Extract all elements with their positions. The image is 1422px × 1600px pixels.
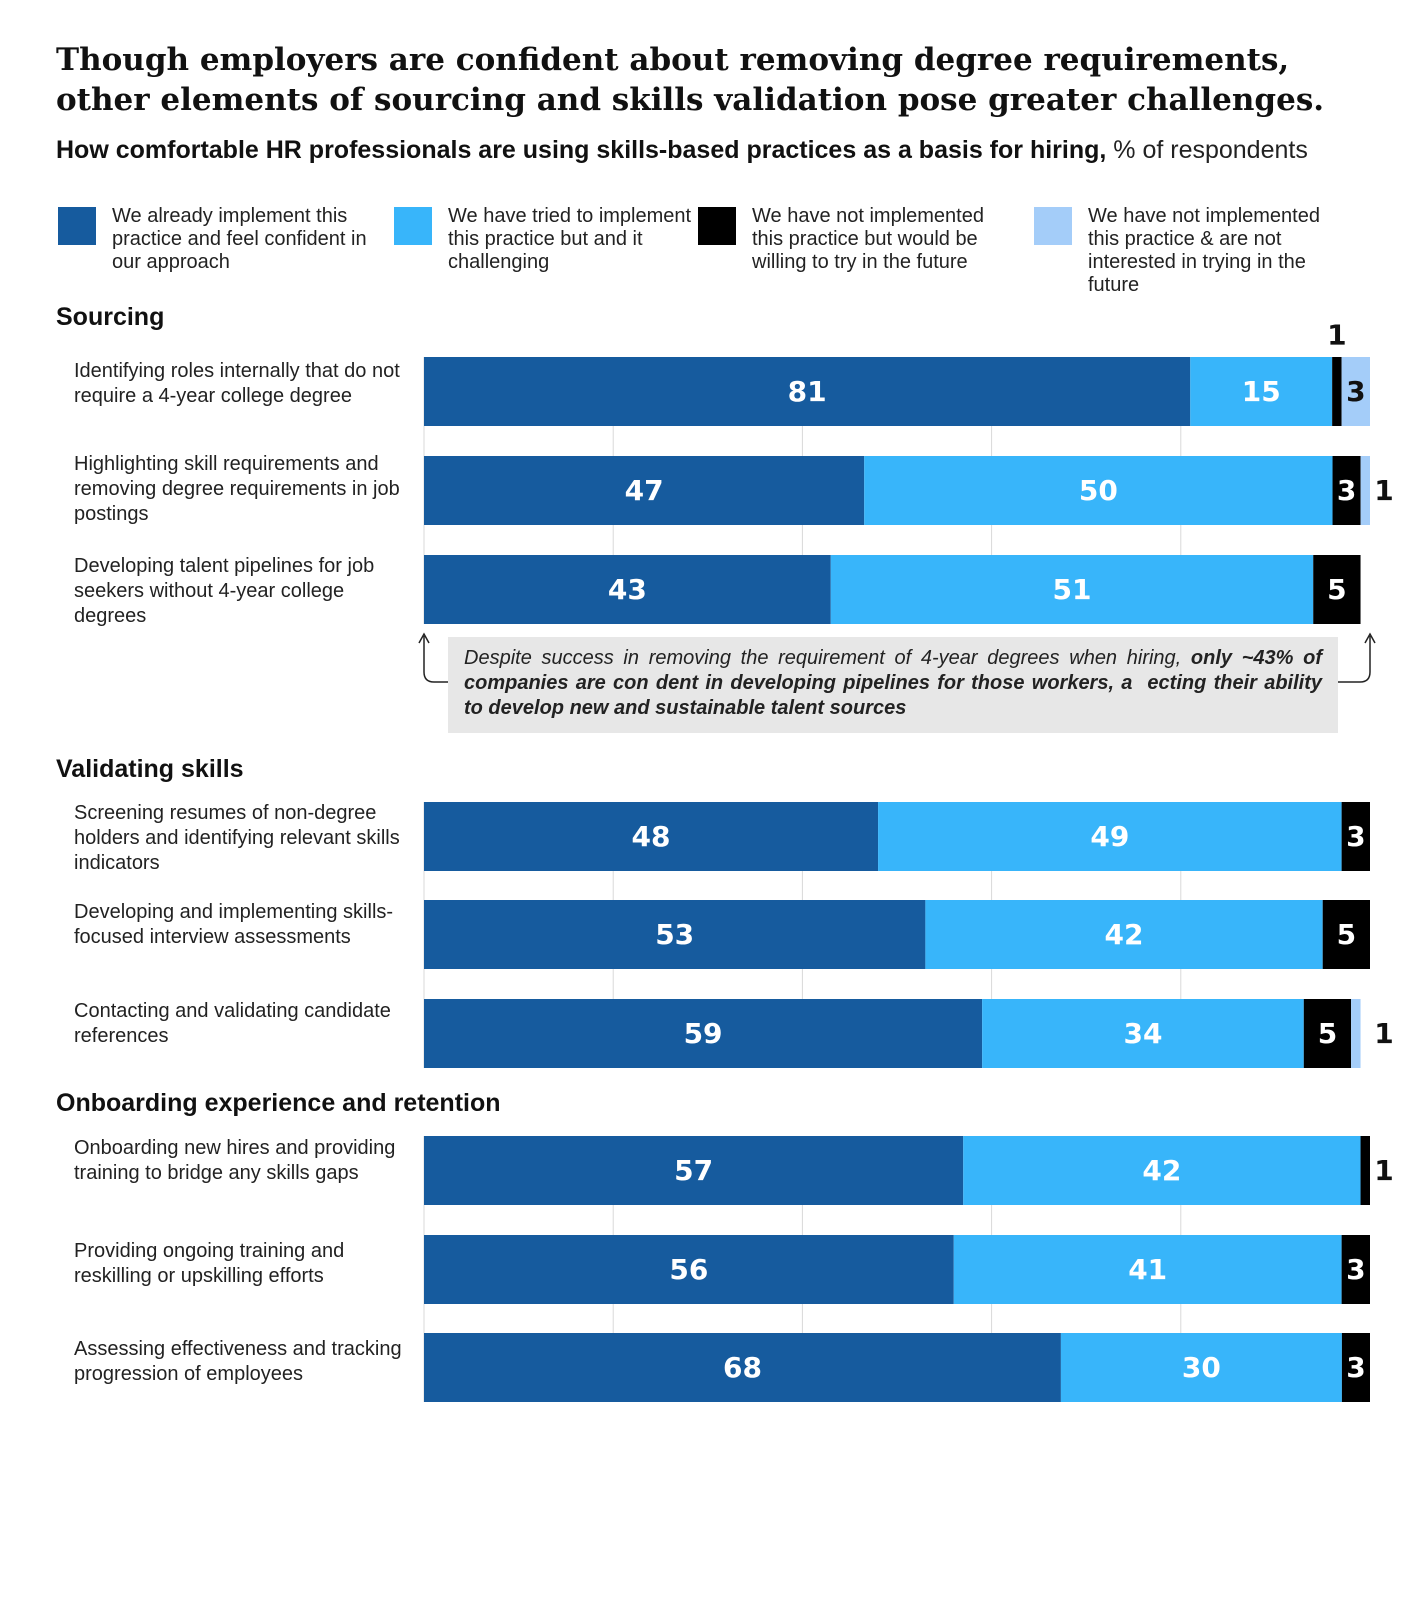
legend-swatch-confident: [58, 207, 96, 245]
data-label-willing: 5: [1327, 573, 1346, 606]
bar-segment-willing: [1322, 900, 1370, 969]
data-label-challenging: 42: [1105, 918, 1144, 951]
data-label-confident: 56: [669, 1253, 708, 1286]
row-label: Assessing effectiveness and tracking pro…: [74, 1338, 402, 1385]
legend-label-confident: We already implement this practice and f…: [112, 205, 367, 273]
bar-segment-confident: [424, 1333, 1061, 1402]
data-label-confident: 43: [608, 573, 647, 606]
data-label-not-interested: 1: [1374, 1017, 1393, 1050]
bar-segment-confident: [424, 555, 831, 624]
row-label: Highlighting skill requirements and remo…: [74, 453, 400, 525]
data-label-willing: 5: [1337, 918, 1356, 951]
subtitle-bold: How comfortable HR professionals are usi…: [56, 136, 1107, 164]
bar-segment-challenging: [878, 802, 1342, 871]
bar-segment-not-interested: [1341, 357, 1370, 426]
data-label-challenging: 34: [1123, 1017, 1162, 1050]
bar-segment-willing: [1341, 1333, 1370, 1402]
data-label-willing: 3: [1346, 1351, 1365, 1384]
data-label-confident: 53: [655, 918, 694, 951]
data-label-challenging: 49: [1090, 820, 1129, 853]
bar-segment-challenging: [830, 555, 1314, 624]
row-label: Developing and implementing skills-focus…: [74, 901, 394, 948]
bar-segment-confident: [424, 999, 983, 1068]
row-label: Developing talent pipelines for job seek…: [74, 555, 375, 627]
arrowhead-right: [1364, 632, 1376, 644]
bar-segment-willing: [1313, 555, 1361, 624]
row-label: Screening resumes of non-degree holders …: [74, 802, 400, 874]
callout-bold-text: only ~43% of companies are con dent in d…: [464, 647, 1322, 719]
legend-swatch-willing: [698, 207, 736, 245]
legend: We already implement this practice and f…: [58, 205, 1398, 296]
data-label-not-interested: 3: [1346, 375, 1365, 408]
row-label: Identifying roles internally that do not…: [74, 360, 400, 407]
legend-swatch-not-interested: [1034, 207, 1072, 245]
callout-text: Despite success in removing the requirem…: [464, 647, 1191, 669]
callout-arrow-right: [1338, 636, 1371, 683]
data-label-challenging: 42: [1142, 1154, 1181, 1187]
data-label-willing: 1: [1374, 1154, 1393, 1187]
data-label-willing: 3: [1346, 1253, 1365, 1286]
bar-segment-not-interested: [1351, 999, 1361, 1068]
legend-label-challenging: We have tried to implement this practice…: [448, 205, 692, 273]
bar-segment-confident: [424, 456, 865, 525]
bar-segment-challenging: [925, 900, 1323, 969]
data-label-challenging: 50: [1079, 474, 1118, 507]
chart-subtitle: How comfortable HR professionals are usi…: [56, 134, 1396, 166]
bar-segment-challenging: [982, 999, 1304, 1068]
bar-segment-confident: [424, 1136, 964, 1205]
row-label: Contacting and validating candidate refe…: [74, 1000, 391, 1047]
data-label-challenging: 30: [1182, 1351, 1221, 1384]
legend-label-not-interested: We have not implemented this practice & …: [1088, 205, 1320, 296]
data-label-confident: 68: [723, 1351, 762, 1384]
data-label-confident: 59: [684, 1017, 723, 1050]
data-label-willing: 1: [1327, 319, 1346, 352]
row-label: Providing ongoing training and reskillin…: [74, 1240, 345, 1287]
data-label-willing: 5: [1318, 1017, 1337, 1050]
bar-segment-confident: [424, 900, 926, 969]
legend-swatch-challenging: [394, 207, 432, 245]
data-label-confident: 81: [788, 375, 827, 408]
data-label-challenging: 41: [1128, 1253, 1167, 1286]
section-title-validating-skills: Validating skills: [56, 755, 244, 783]
row-label: Onboarding new hires and providing train…: [74, 1137, 396, 1184]
data-label-confident: 57: [674, 1154, 713, 1187]
data-label-willing: 3: [1337, 474, 1356, 507]
bar-segment-confident: [424, 357, 1191, 426]
chart-headline: Though employers are confident about rem…: [56, 42, 1325, 118]
bar-segment-challenging: [864, 456, 1333, 525]
bar-segment-willing: [1341, 1235, 1370, 1304]
data-label-challenging: 15: [1242, 375, 1281, 408]
bar-segment-willing: [1332, 456, 1361, 525]
section-title-sourcing: Sourcing: [56, 303, 165, 331]
callout-arrow-left: [423, 636, 448, 683]
subtitle-unit: % of respondents: [1106, 136, 1308, 164]
data-label-willing: 3: [1346, 820, 1365, 853]
data-label-not-interested: 1: [1374, 474, 1393, 507]
bar-segment-challenging: [953, 1235, 1342, 1304]
bar-segment-willing: [1303, 999, 1352, 1068]
bar-segment-confident: [424, 1235, 954, 1304]
bar-segment-challenging: [1190, 357, 1333, 426]
section-title-onboarding: Onboarding experience and retention: [56, 1089, 501, 1117]
bar-segment-challenging: [1060, 1333, 1342, 1402]
bar-segment-willing: [1332, 357, 1342, 426]
bar-segment-willing: [1341, 802, 1370, 871]
data-label-confident: 47: [625, 474, 664, 507]
data-label-challenging: 51: [1053, 573, 1092, 606]
bar-segment-willing: [1360, 1136, 1370, 1205]
data-label-confident: 48: [632, 820, 671, 853]
arrowhead-left: [418, 632, 430, 644]
bar-segment-confident: [424, 802, 879, 871]
callout-box: Despite success in removing the requirem…: [448, 637, 1338, 733]
bar-segment-challenging: [963, 1136, 1361, 1205]
legend-label-willing: We have not implemented this practice bu…: [752, 205, 984, 273]
bar-segment-not-interested: [1360, 456, 1370, 525]
